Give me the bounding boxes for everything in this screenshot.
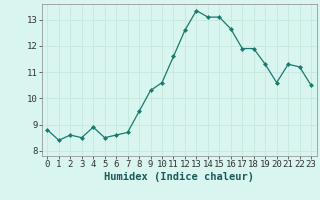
X-axis label: Humidex (Indice chaleur): Humidex (Indice chaleur) xyxy=(104,172,254,182)
